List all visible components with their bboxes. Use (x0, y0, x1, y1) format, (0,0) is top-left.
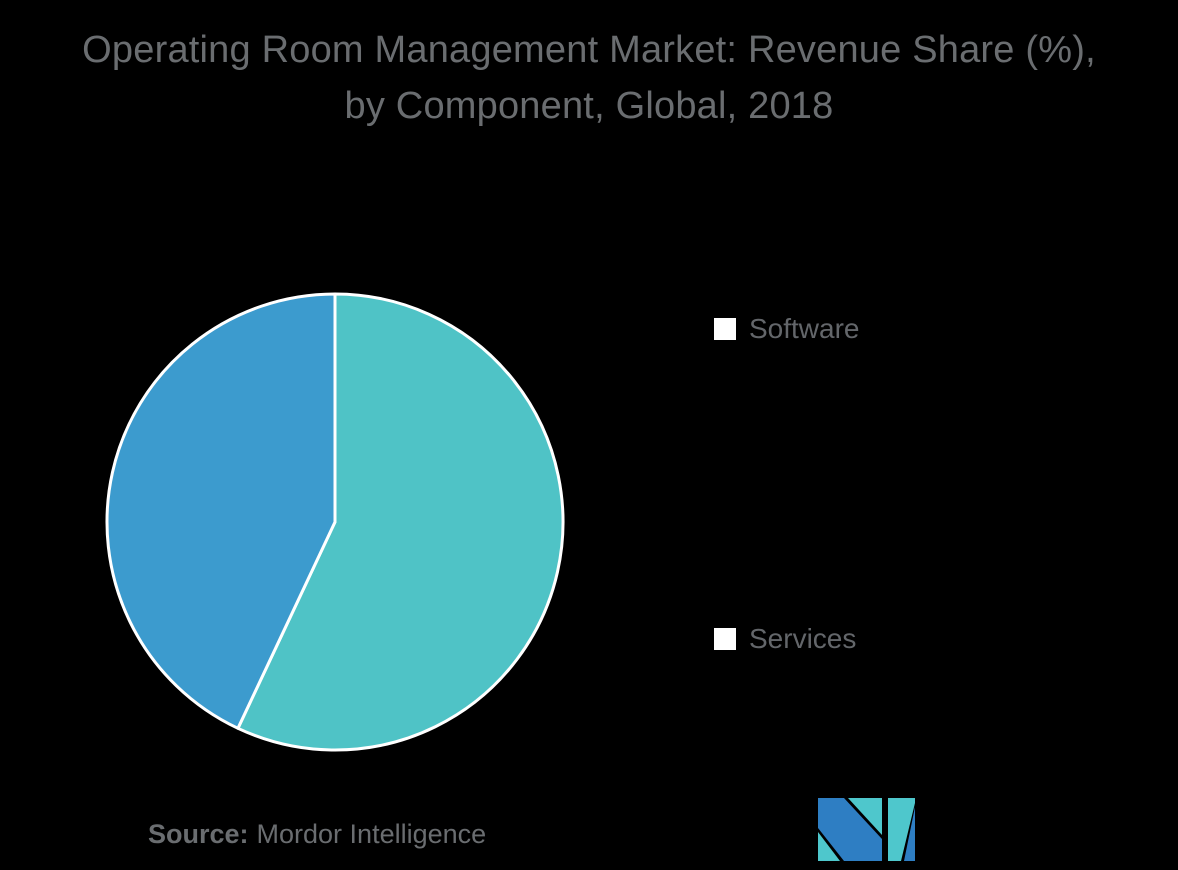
legend-swatch-services (714, 628, 736, 650)
logo-i-teal (888, 798, 915, 861)
legend-label-software: Software (749, 313, 860, 344)
chart-title-line1: Operating Room Management Market: Revenu… (82, 29, 1096, 71)
logo-m-teal-bottom-left (818, 832, 840, 861)
source-label: Source: (148, 819, 249, 849)
mordor-intelligence-logo-icon (818, 798, 915, 861)
mordor-intelligence-logo (818, 798, 915, 861)
legend-label-services: Services (749, 623, 857, 654)
source-attribution: Source: Mordor Intelligence (148, 819, 486, 850)
source-value: Mordor Intelligence (256, 819, 487, 849)
chart-title-line2: by Component, Global, 2018 (344, 85, 834, 127)
legend-item-software: Software (714, 313, 860, 344)
logo-i-blue-triangle (904, 807, 915, 861)
chart-title: Operating Room Management Market: Revenu… (0, 22, 1178, 134)
pie-slice-services (105, 292, 337, 730)
pie-slice-software (236, 292, 565, 752)
legend-swatch-software (714, 318, 736, 340)
legend-item-services: Services (714, 623, 856, 654)
pie-chart (105, 292, 565, 752)
logo-m-teal-top-right (848, 798, 882, 835)
pie-chart-area (102, 289, 568, 755)
logo-m-blue-band (818, 798, 882, 861)
